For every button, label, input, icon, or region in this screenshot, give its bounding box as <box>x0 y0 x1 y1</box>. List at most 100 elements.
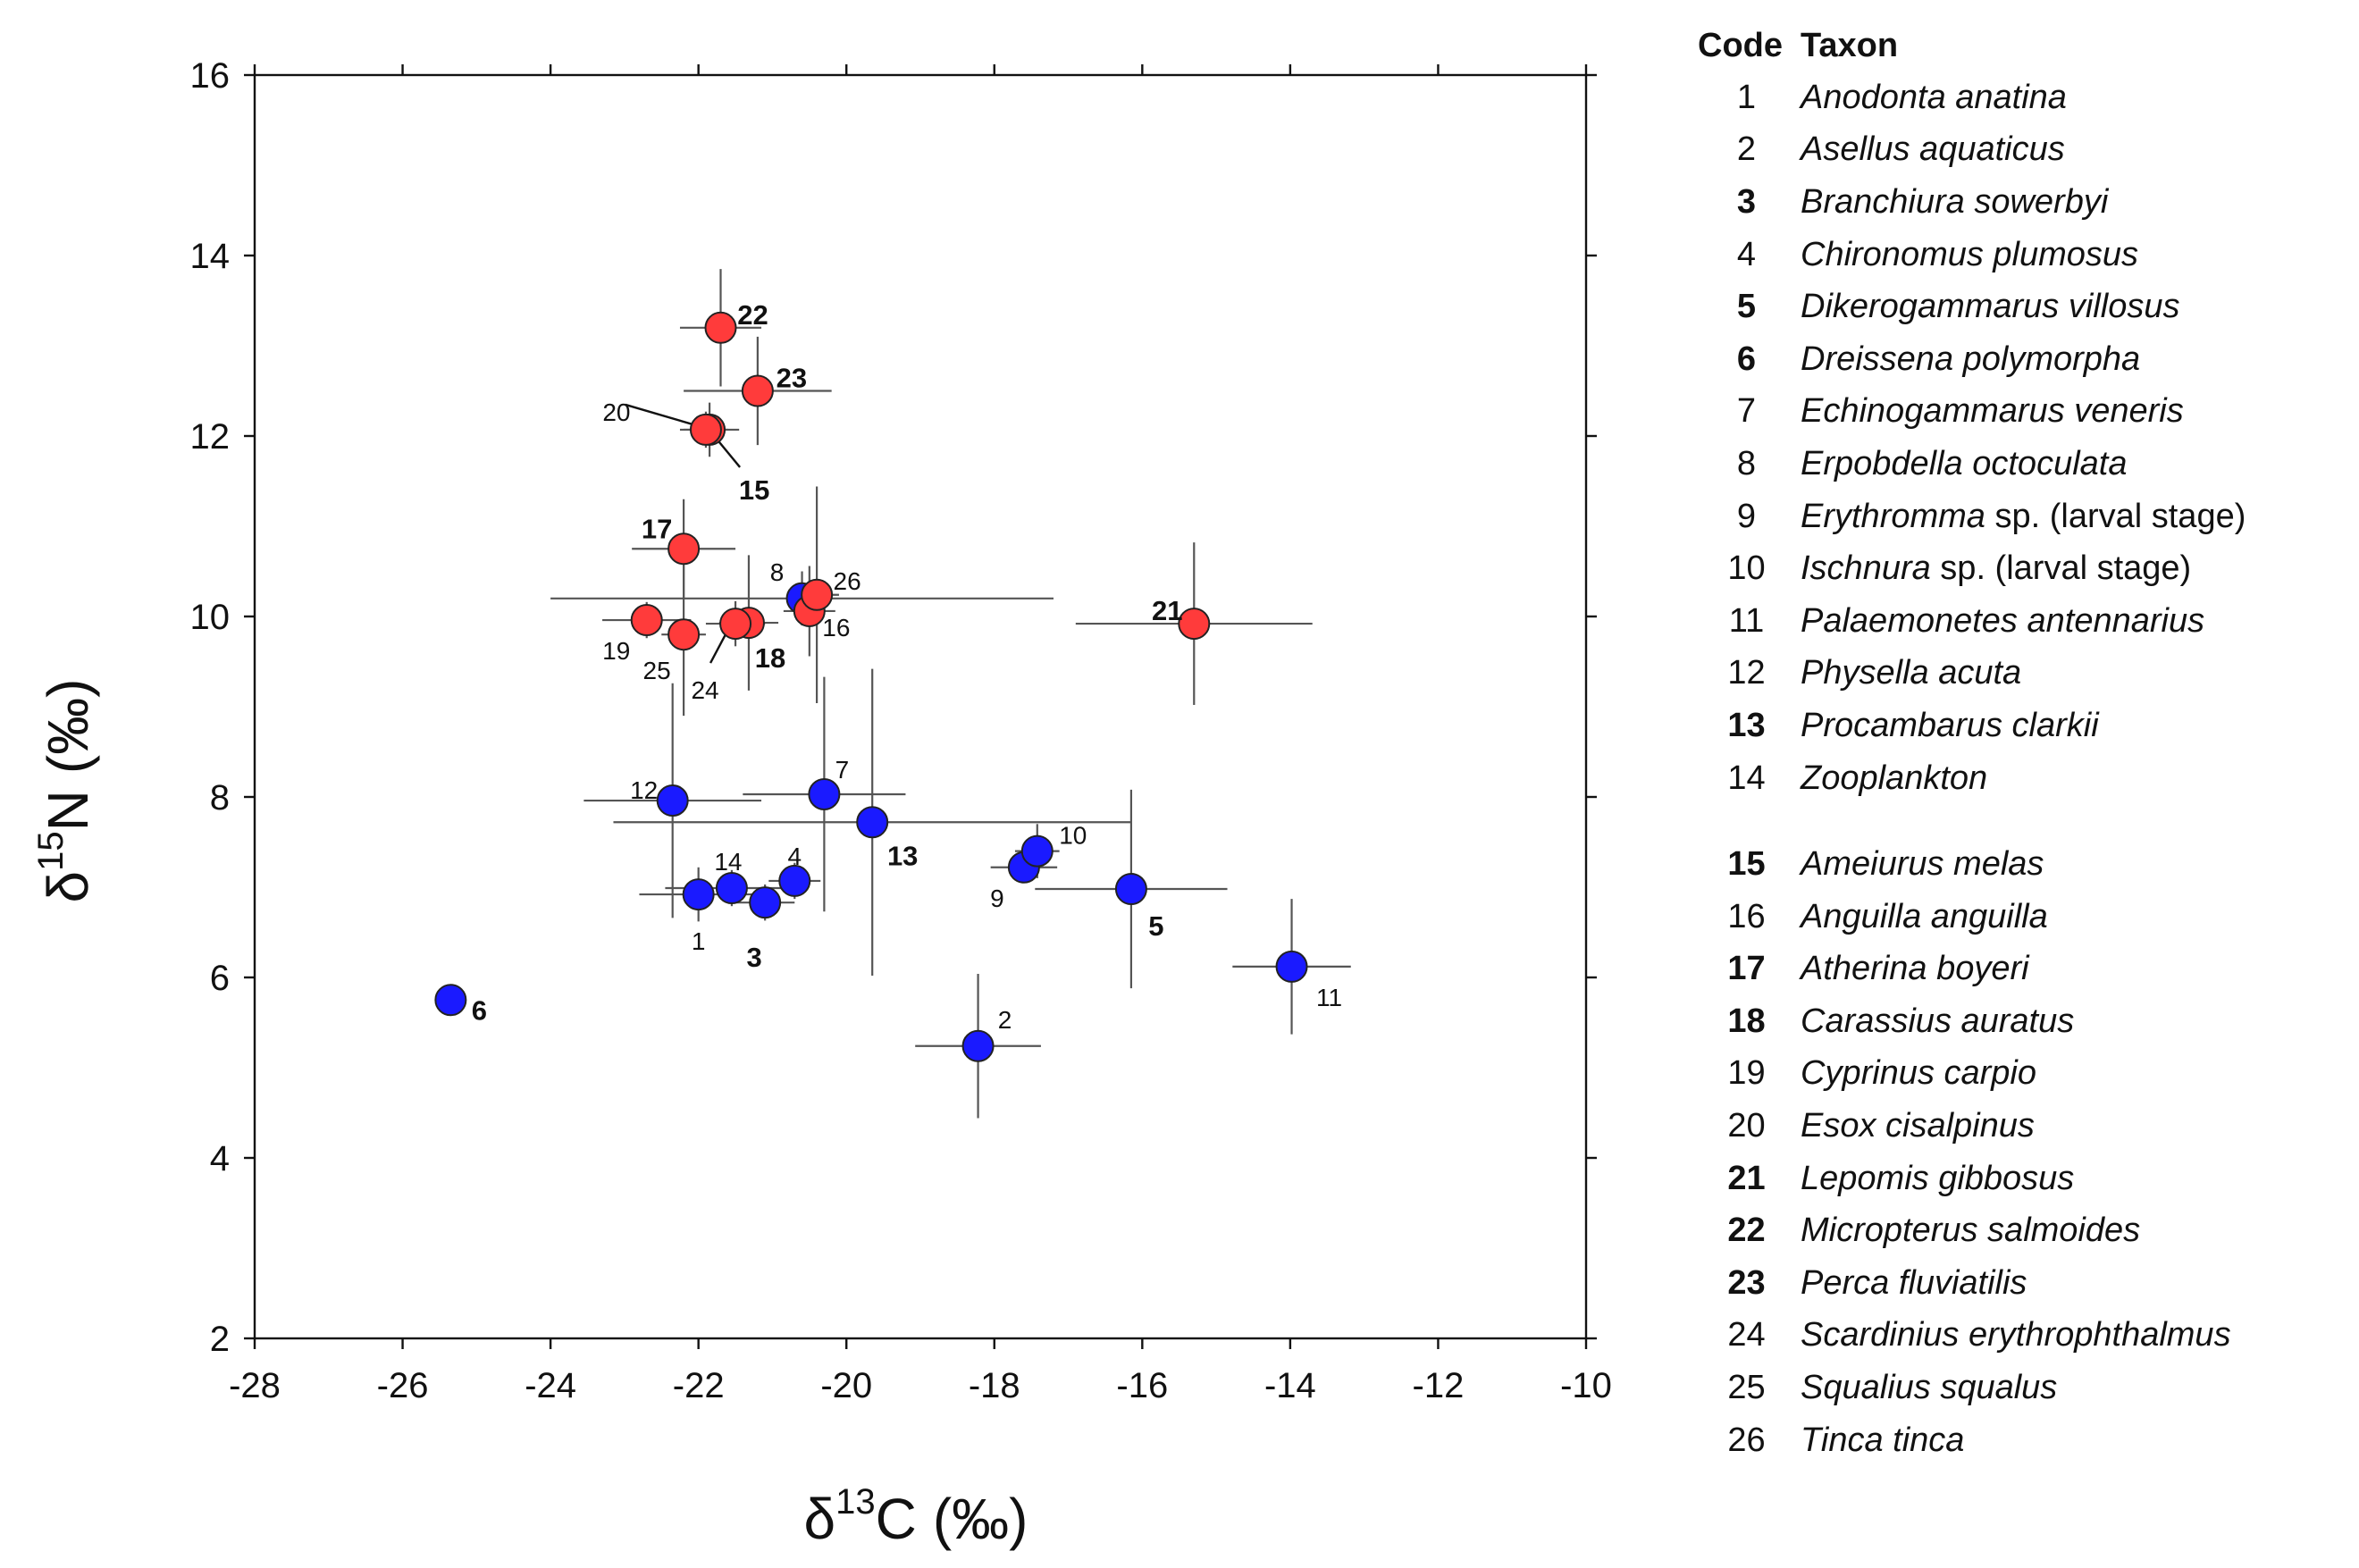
legend-item: 20 Esox cisalpinus <box>1680 1100 2359 1153</box>
legend-item: 22 Micropterus salmoides <box>1680 1204 2359 1257</box>
legend-code: 11 <box>1728 601 1765 640</box>
legend-item: 8 Erpobdella octoculata <box>1680 438 2359 491</box>
point-20 <box>689 413 722 446</box>
legend-taxon: Scardinius erythrophthalmus <box>1801 1316 2231 1354</box>
legend-taxon: Asellus aquaticus <box>1801 130 2065 169</box>
point-label-22: 22 <box>737 299 768 331</box>
point-10 <box>1020 834 1054 868</box>
legend-taxon: Cyprinus carpio <box>1801 1054 2036 1093</box>
axis-titles: δ13C (‰) δ15N(‰) <box>31 679 1028 1551</box>
legend-item: 18 Carassius auratus <box>1680 995 2359 1048</box>
legend-code: 20 <box>1727 1107 1766 1145</box>
legend-taxon: Physella acuta <box>1801 654 2022 692</box>
legend-item: 5 Dikerogammarus villosus <box>1680 281 2359 333</box>
x-tick-label: -18 <box>969 1366 1020 1405</box>
legend-code: 12 <box>1727 654 1766 692</box>
point-label-4: 4 <box>787 843 802 870</box>
legend-taxon: Anguilla anguilla <box>1801 897 2048 935</box>
point-11 <box>1275 950 1308 983</box>
legend-header: Code Taxon <box>1680 20 2359 71</box>
legend-code: 9 <box>1736 497 1757 535</box>
x-tick-label: -24 <box>525 1366 576 1405</box>
legend-code: 25 <box>1727 1369 1766 1407</box>
legend-item: 19 Cyprinus carpio <box>1680 1048 2359 1101</box>
legend: Code Taxon 1 Anodonta anatina 2 Asellus aqu… <box>1680 20 2359 1466</box>
x-tick-label: -12 <box>1413 1366 1465 1405</box>
point-label-15: 15 <box>739 474 769 506</box>
point-label-24: 24 <box>691 676 718 704</box>
legend-code: 4 <box>1736 235 1757 273</box>
point-23 <box>741 374 774 407</box>
legend-item: 25 Squalius squalus <box>1680 1362 2359 1414</box>
legend-item: 12 Physella acuta <box>1680 648 2359 700</box>
point-6 <box>434 984 467 1017</box>
legend-code: 2 <box>1736 130 1757 169</box>
legend-taxon: Palaemonetes antennarius <box>1801 601 2205 640</box>
point-label-16: 16 <box>822 614 850 641</box>
x-axis-title-sup: 13 <box>835 1482 876 1522</box>
x-tick-label: -26 <box>377 1366 429 1405</box>
legend-taxon: Chironomus plumosus <box>1801 235 2139 273</box>
point-12 <box>656 784 689 818</box>
point-label-19: 19 <box>602 637 630 665</box>
leader-20 <box>625 403 700 428</box>
point-label-7: 7 <box>835 756 850 784</box>
y-tick-label: 6 <box>210 959 230 998</box>
legend-item: 14 Zooplankton <box>1680 752 2359 805</box>
axes: -28 -26 -24 -22 -20 -18 -16 -14 -12 -102468101214… <box>190 56 1612 1405</box>
legend-item: 4 Chironomus plumosus <box>1680 229 2359 281</box>
y-tick-label: 16 <box>190 56 231 96</box>
y-tick-label: 8 <box>210 778 230 818</box>
legend-code: 15 <box>1727 845 1766 884</box>
legend-taxon: Ischnura sp. (larval stage) <box>1801 549 2192 588</box>
point-label-1: 1 <box>692 927 706 955</box>
legend-taxon: Branchiura sowerbyi <box>1801 182 2109 221</box>
legend-taxon: Procambarus clarkii <box>1801 706 2099 744</box>
point-13 <box>856 806 889 839</box>
legend-group-gap <box>1680 804 2359 838</box>
y-axis-title-unit: (‰) <box>36 679 100 775</box>
legend-code: 17 <box>1727 950 1766 988</box>
point-14 <box>715 872 748 905</box>
legend-code: 14 <box>1727 759 1766 797</box>
legend-item: 17 Atherina boyeri <box>1680 943 2359 996</box>
legend-taxon: Erythromma sp. (larval stage) <box>1801 497 2246 535</box>
x-tick-label: -28 <box>229 1366 281 1405</box>
legend-taxon: Perca fluviatilis <box>1801 1263 2027 1302</box>
legend-item: 13 Procambarus clarkii <box>1680 700 2359 752</box>
x-axis-title: δ13C (‰) <box>804 1482 1028 1551</box>
x-tick-label: -20 <box>820 1366 872 1405</box>
legend-taxon: Zooplankton <box>1801 759 1988 797</box>
point-label-25: 25 <box>643 657 671 684</box>
legend-code: 10 <box>1727 549 1766 588</box>
point-label-21: 21 <box>1152 595 1182 626</box>
y-tick-label: 2 <box>210 1320 230 1359</box>
legend-code: 16 <box>1727 897 1766 935</box>
legend-item: 10 Ischnura sp. (larval stage) <box>1680 542 2359 595</box>
legend-item: 7 Echinogammarus veneris <box>1680 386 2359 439</box>
point-25 <box>667 618 701 651</box>
legend-item: 15 Ameiurus melas <box>1680 838 2359 891</box>
point-label-10: 10 <box>1059 822 1087 850</box>
y-axis-title-sup: 15 <box>31 831 71 871</box>
point-label-5: 5 <box>1148 910 1163 942</box>
legend-body: 1 Anodonta anatina 2 Asellus aquaticus 3 Bran… <box>1680 71 2359 1466</box>
point-22 <box>704 311 737 344</box>
x-axis-title-symbol: δ <box>804 1487 836 1551</box>
y-tick-label: 14 <box>190 237 231 276</box>
point-5 <box>1114 873 1147 906</box>
legend-taxon: Erpobdella octoculata <box>1801 444 2128 482</box>
y-axis-title-symbol: δ <box>36 871 100 903</box>
legend-item: 26 Tinca tinca <box>1680 1414 2359 1467</box>
legend-taxon: Echinogammarus veneris <box>1801 392 2184 431</box>
legend-taxon: Atherina boyeri <box>1801 950 2029 988</box>
legend-item: 23 Perca fluviatilis <box>1680 1257 2359 1310</box>
x-tick-label: -16 <box>1116 1366 1168 1405</box>
legend-code: 24 <box>1727 1316 1766 1354</box>
point-label-9: 9 <box>990 885 1004 912</box>
point-26 <box>801 578 834 611</box>
legend-code: 23 <box>1727 1263 1766 1302</box>
point-label-23: 23 <box>777 363 807 394</box>
y-tick-label: 4 <box>210 1139 230 1178</box>
point-label-12: 12 <box>630 776 658 804</box>
